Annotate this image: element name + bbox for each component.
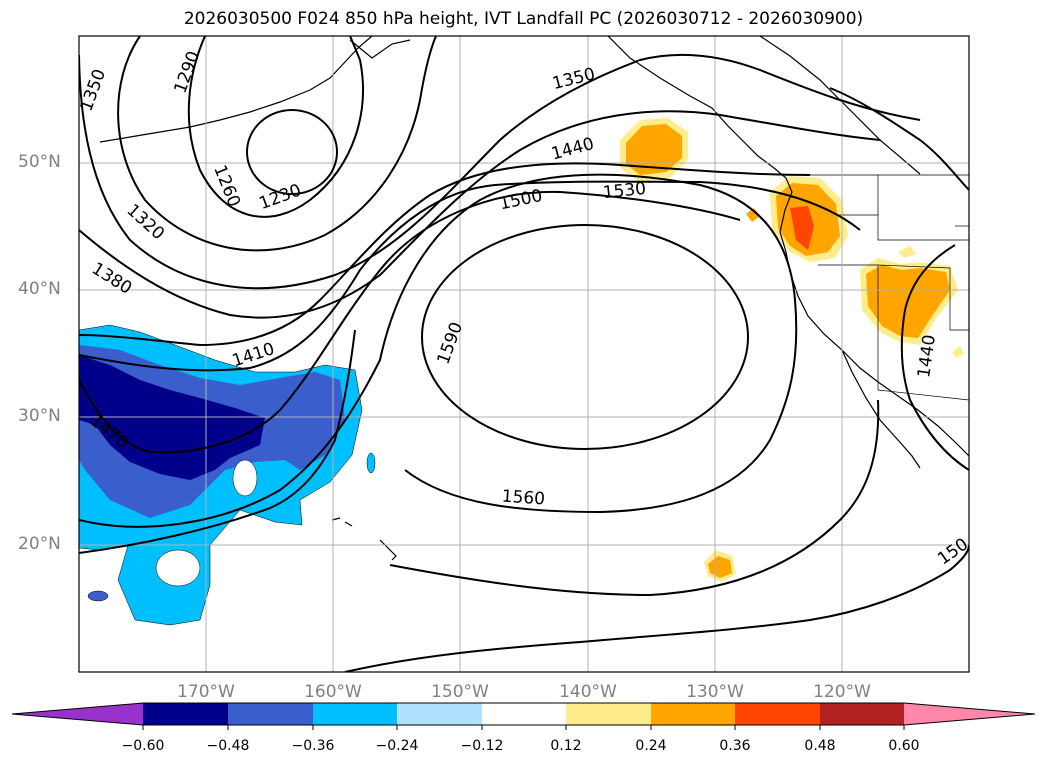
colorbar-tick-label: 0.48 bbox=[804, 738, 836, 754]
colorbar-tick-label: 0.36 bbox=[719, 738, 751, 754]
coastlines bbox=[99, 36, 969, 561]
colorbar-tick-label: −0.12 bbox=[460, 738, 504, 754]
borders bbox=[786, 174, 969, 401]
colorbar-tick-label: −0.48 bbox=[206, 738, 250, 754]
lat-label: 40°N bbox=[18, 279, 61, 299]
colorbar-tick-label: 0.24 bbox=[635, 738, 667, 754]
lon-label: 130°W bbox=[686, 682, 744, 702]
colorbar-tick-label: 0.12 bbox=[550, 738, 582, 754]
map-title: 2026030500 F024 850 hPa height, IVT Land… bbox=[183, 9, 864, 29]
lon-label: 170°W bbox=[177, 682, 235, 702]
lat-label: 20°N bbox=[18, 534, 61, 554]
lat-label: 30°N bbox=[18, 406, 61, 426]
colorbar-tick-label: −0.24 bbox=[375, 738, 419, 754]
contour-label: 1560 bbox=[501, 487, 546, 510]
gridlines bbox=[79, 36, 969, 672]
map-frame bbox=[78, 35, 970, 673]
lat-label: 50°N bbox=[18, 152, 61, 172]
colorbar-tick-label: 0.60 bbox=[888, 738, 920, 754]
colorbar bbox=[11, 702, 1036, 730]
contour-label: 1530 bbox=[602, 179, 647, 203]
lon-label: 160°W bbox=[304, 682, 362, 702]
lon-label: 150°W bbox=[431, 682, 489, 702]
lon-label: 120°W bbox=[813, 682, 871, 702]
lon-label: 140°W bbox=[559, 682, 617, 702]
colorbar-tick-label: −0.60 bbox=[121, 738, 165, 754]
colorbar-tick-label: −0.36 bbox=[291, 738, 335, 754]
height-contours bbox=[79, 36, 969, 672]
